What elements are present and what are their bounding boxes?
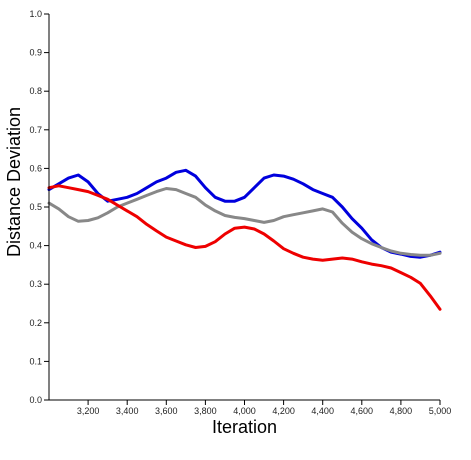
series-layer [47, 168, 442, 311]
y-tick-label: 0.7 [29, 125, 42, 135]
y-tick-label: 0.0 [29, 395, 42, 405]
x-tick-label: 4,000 [233, 406, 256, 416]
x-tick-label: 4,400 [311, 406, 334, 416]
x-tick-label: 3,200 [77, 406, 100, 416]
y-tick-label: 0.8 [29, 86, 42, 96]
x-tick-label: 3,400 [116, 406, 139, 416]
x-axis-title: Iteration [212, 417, 277, 437]
y-tick-label: 0.4 [29, 241, 42, 251]
x-tick-label: 4,800 [390, 406, 413, 416]
x-ticks: 3,200 3,400 3,600 3,800 4,000 4,200 4,400 4,600… [77, 400, 451, 416]
x-tick-label: 4,200 [272, 406, 295, 416]
y-tick-label: 0.6 [29, 163, 42, 173]
y-tick-label: 1.0 [29, 9, 42, 19]
y-tick-label: 0.9 [29, 48, 42, 58]
y-axis-title: Distance Deviation [4, 107, 24, 257]
y-tick-label: 0.2 [29, 318, 42, 328]
series-line-2 [47, 187, 442, 257]
x-tick-label: 4,600 [351, 406, 374, 416]
y-tick-label: 0.1 [29, 356, 42, 366]
y-tick-label: 0.5 [29, 202, 42, 212]
axes-layer [48, 14, 440, 401]
x-tick-label: 3,800 [194, 406, 217, 416]
series-line-1 [47, 168, 442, 259]
y-ticks: 0.0 0.1 0.2 0.3 0.4 0.5 0.6 0.7 0.8 0.9 1.0 [29, 9, 49, 405]
x-tick-label: 5,000 [429, 406, 452, 416]
series-line-3 [47, 184, 442, 311]
x-tick-label: 3,600 [155, 406, 178, 416]
y-tick-label: 0.3 [29, 279, 42, 289]
